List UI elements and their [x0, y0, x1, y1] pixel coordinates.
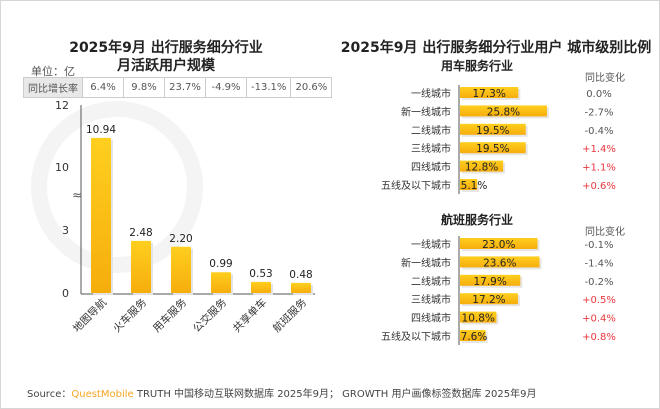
- bar: [460, 330, 486, 341]
- bar: [171, 246, 191, 293]
- bar-value-label: 23.0%: [482, 239, 515, 251]
- bar: [460, 87, 519, 98]
- bar-value-label: 10.8%: [462, 313, 495, 325]
- category-label: 四线城市: [411, 161, 451, 174]
- bar: [91, 137, 111, 293]
- yoy-change-label: +0.4%: [582, 314, 616, 325]
- growth-rate-cell: -13.1%: [245, 77, 292, 98]
- bar: [460, 274, 521, 286]
- bar: [460, 105, 547, 117]
- category-label: 新一线城市: [401, 256, 451, 269]
- bar-value-label: 25.8%: [487, 106, 520, 118]
- bar: [460, 142, 526, 154]
- left-title-line1: 2025年9月 出行服务细分行业: [69, 40, 263, 56]
- yoy-change-label: +0.5%: [582, 295, 616, 306]
- yoy-change-label: +1.4%: [582, 144, 616, 155]
- source-brand: QuestMobile: [71, 389, 134, 400]
- change-header-2: 同比变化: [585, 227, 625, 238]
- yoy-change-label: +1.1%: [582, 163, 616, 174]
- bar: [460, 293, 518, 305]
- source-prefix: Source：: [27, 389, 72, 400]
- bar: [211, 272, 231, 293]
- category-label: 一线城市: [411, 87, 451, 100]
- growth-rate-cell: 6.4%: [82, 77, 124, 98]
- bar-value-label: 17.9%: [473, 276, 506, 288]
- bar: [131, 240, 151, 293]
- category-label: 一线城市: [411, 238, 451, 251]
- bar-value-label: 10.94: [86, 124, 116, 136]
- axis-break-icon: ≈: [72, 188, 82, 202]
- bar-value-label: 19.5%: [476, 125, 509, 137]
- category-label: 二线城市: [411, 124, 451, 137]
- bar: [251, 281, 271, 293]
- category-label: 新一线城市: [401, 105, 451, 118]
- category-label: 三线城市: [411, 293, 451, 306]
- bar: [460, 123, 526, 135]
- bar-value-label: 5.1%: [461, 180, 488, 192]
- change-header-1: 同比变化: [585, 73, 625, 84]
- growth-rate-cell: 23.7%: [164, 77, 206, 98]
- yoy-change-label: +0.8%: [582, 332, 616, 343]
- y-tick-label: 0: [62, 287, 69, 300]
- bar-value-label: 7.6%: [461, 331, 488, 343]
- bar: [291, 282, 311, 293]
- bar-value-label: 2.20: [169, 233, 192, 245]
- growth-rate-table: 同比增长率 6.4% 9.8% 23.7% -4.9% -13.1% 20.6%: [23, 77, 333, 98]
- yoy-change-label: -2.7%: [584, 107, 613, 118]
- category-label: 五线及以下城市: [381, 330, 451, 343]
- bar: [460, 160, 504, 172]
- left-bar-chart: ≈03101210.94地图导航2.48火车服务2.20用车服务0.99公交服务…: [55, 99, 315, 335]
- ride-hailing-subtitle: 用车服务行业: [441, 59, 514, 73]
- category-label: 五线及以下城市: [381, 179, 451, 192]
- yoy-change-label: -0.4%: [584, 126, 613, 137]
- bar-value-label: 17.2%: [472, 294, 505, 306]
- flight-subtitle: 航班服务行业: [441, 213, 514, 227]
- yoy-change-label: 0.0%: [586, 89, 611, 100]
- y-tick-label: 12: [55, 99, 69, 112]
- y-tick-label: 3: [62, 224, 69, 237]
- bar-value-label: 0.99: [209, 258, 232, 270]
- yoy-change-label: -0.1%: [584, 240, 613, 251]
- yoy-change-label: +0.6%: [582, 181, 616, 192]
- bar-value-label: 12.8%: [465, 162, 498, 174]
- bar-value-label: 0.48: [289, 269, 312, 281]
- y-tick-label: 10: [55, 161, 69, 174]
- unit-label: 单位：亿: [31, 65, 75, 78]
- bar-value-label: 23.6%: [483, 257, 516, 269]
- bar: [460, 238, 538, 249]
- left-title-line2: 月活跃用户规模: [117, 58, 215, 74]
- bar: [460, 256, 540, 268]
- yoy-change-label: -1.4%: [584, 258, 613, 269]
- bar-value-label: 17.3%: [472, 88, 505, 100]
- right-title: 2025年9月 出行服务细分行业用户 城市级别比例: [340, 40, 652, 56]
- bar: [460, 311, 497, 323]
- right-bar-charts: 一线城市 17.3% 0.0% 新一线城市 25.8% -2.7% 二线城市 19.5% -0.…: [381, 85, 616, 345]
- source-text: TRUTH 中国移动互联网数据库 2025年9月； GROWTH 用户画像标签数…: [133, 389, 537, 400]
- category-label: 三线城市: [411, 142, 451, 155]
- yoy-change-label: -0.2%: [584, 277, 613, 288]
- source-footer: Source：QuestMobile TRUTH 中国移动互联网数据库 2025…: [27, 385, 536, 400]
- bar-value-label: 2.48: [129, 227, 152, 239]
- category-label: 四线城市: [411, 312, 451, 325]
- bar-value-label: 0.53: [249, 268, 272, 280]
- bar-value-label: 19.5%: [476, 143, 509, 155]
- category-label: 二线城市: [411, 275, 451, 288]
- bar: [460, 179, 478, 190]
- growth-rate-cell: 20.6%: [290, 77, 333, 98]
